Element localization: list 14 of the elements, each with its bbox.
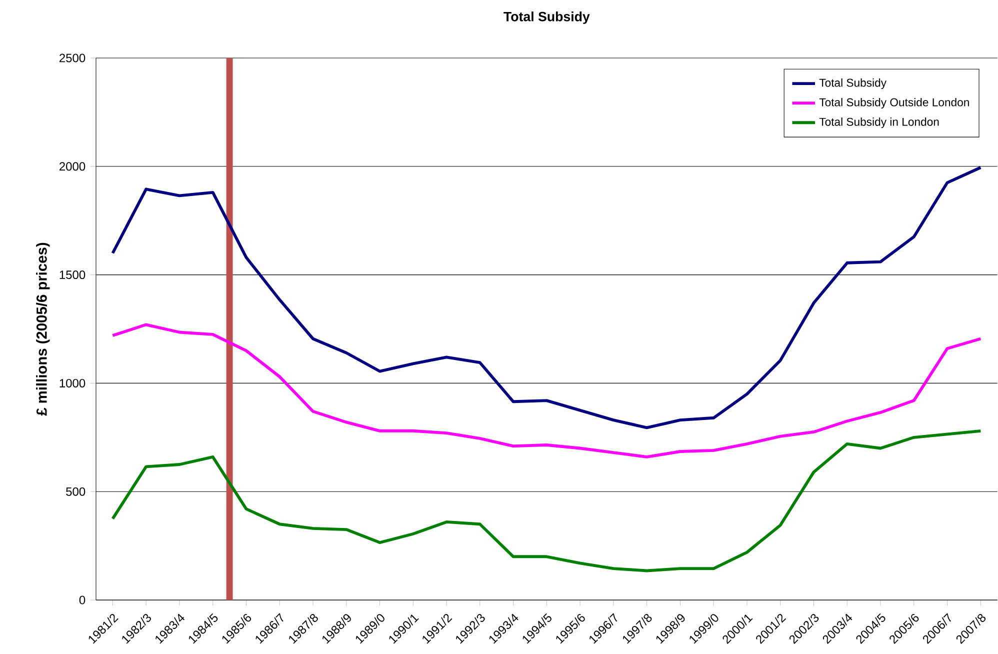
y-tick-label: 1000 bbox=[60, 378, 86, 388]
line-series bbox=[111, 166, 982, 430]
line-series bbox=[111, 323, 982, 458]
line-series bbox=[111, 429, 982, 572]
y-tick-label: 500 bbox=[66, 487, 86, 496]
y-tick-label: 1500 bbox=[60, 270, 86, 280]
legend-label: Total Subsidy Outside London bbox=[819, 98, 969, 109]
legend-label: Total Subsidy bbox=[819, 78, 886, 89]
y-tick-label: 0 bbox=[79, 596, 86, 604]
chart-title: Total Subsidy bbox=[504, 12, 590, 24]
y-tick-label: 2500 bbox=[60, 54, 86, 62]
y-axis-title: £ millions (2005/6 prices) bbox=[36, 242, 50, 416]
y-tick-label: 2000 bbox=[60, 162, 86, 171]
legend-label: Total Subsidy in London bbox=[819, 118, 939, 128]
